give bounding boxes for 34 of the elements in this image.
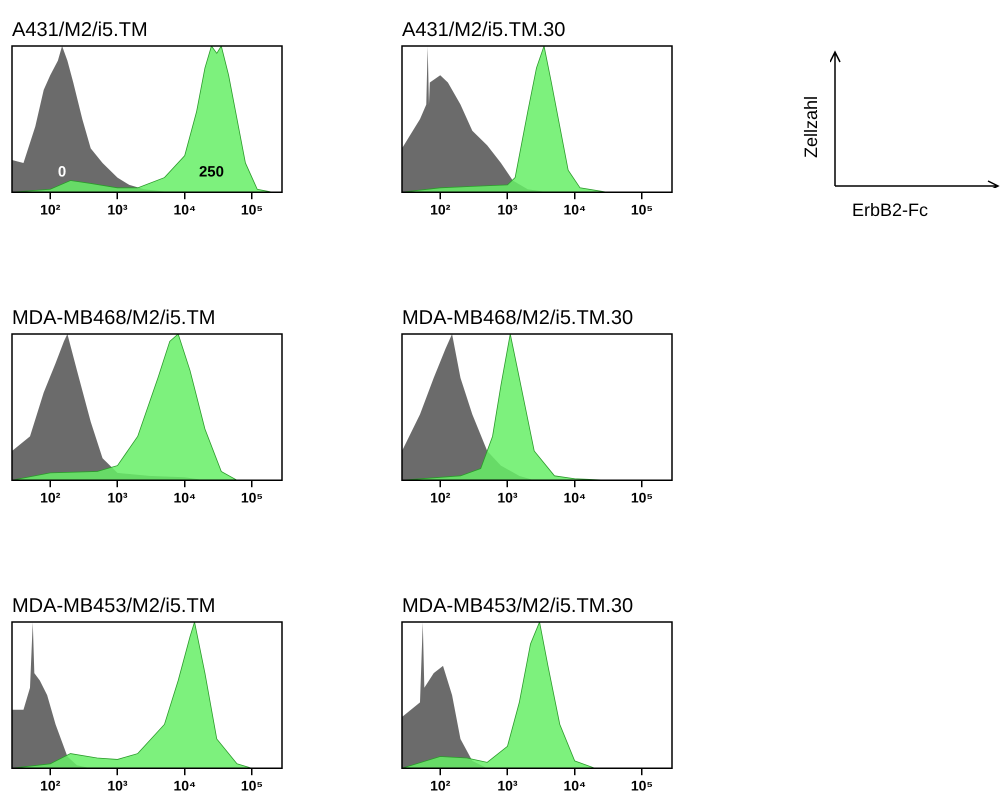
x-tick-label: 10² (40, 777, 61, 794)
chart-title: MDA-MB453/M2/i5.TM.30 (402, 594, 634, 619)
annotation: 250 (198, 163, 224, 180)
x-tick-label: 10⁴ (563, 777, 586, 794)
chart-title: MDA-MB468/M2/i5.TM (12, 306, 216, 331)
x-tick-label: 10⁵ (240, 201, 264, 218)
x-tick-label: 10³ (497, 777, 518, 794)
x-tick-label: 10⁴ (563, 201, 586, 218)
text: Zellzahl (800, 96, 822, 158)
x-tick-label: 10⁵ (240, 489, 264, 506)
x-tick-label: 10² (40, 489, 61, 506)
chart-title: MDA-MB453/M2/i5.TM (12, 594, 216, 619)
x-tick-label: 10³ (107, 777, 128, 794)
x-tick-label: 10² (430, 201, 451, 218)
x-tick-label: 10⁴ (173, 489, 196, 506)
x-tick-label: 10³ (497, 201, 518, 218)
x-tick-label: 10⁴ (563, 489, 586, 506)
annotation: 0 (58, 163, 66, 180)
x-tick-label: 10⁴ (173, 777, 196, 794)
chart-title: A431/M2/i5.TM.30 (402, 18, 566, 43)
x-tick-label: 10⁴ (173, 201, 196, 218)
x-tick-label: 10² (430, 489, 451, 506)
x-tick-label: 10² (40, 201, 61, 218)
text: ErbB2-Fc (852, 200, 928, 221)
x-tick-label: 10³ (107, 489, 128, 506)
x-tick-label: 10⁵ (240, 777, 264, 794)
x-tick-label: 10³ (107, 201, 128, 218)
x-tick-label: 10⁵ (630, 489, 654, 506)
chart-title: MDA-MB468/M2/i5.TM.30 (402, 306, 634, 331)
x-tick-label: 10⁵ (630, 201, 654, 218)
x-tick-label: 10² (430, 777, 451, 794)
x-tick-label: 10³ (497, 489, 518, 506)
x-tick-label: 10⁵ (630, 777, 654, 794)
chart-title: A431/M2/i5.TM (12, 18, 149, 43)
